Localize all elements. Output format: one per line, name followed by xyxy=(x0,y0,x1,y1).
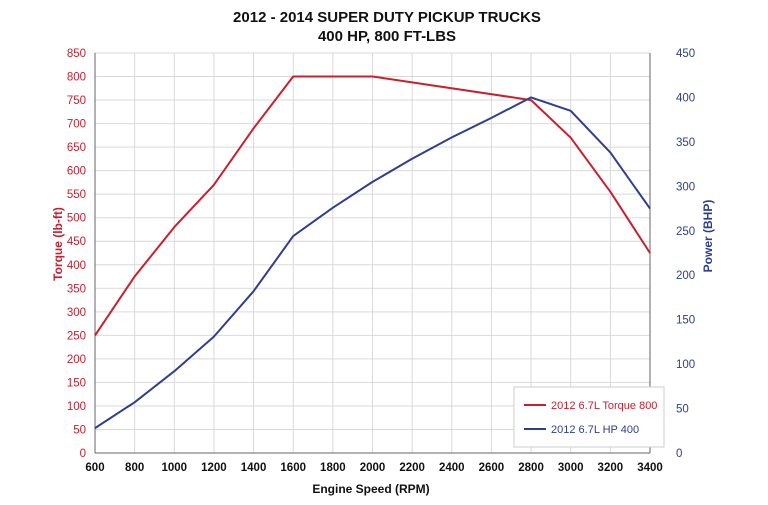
chart-title: 2012 - 2014 SUPER DUTY PICKUP TRUCKS xyxy=(233,9,541,26)
legend-label-hp: 2012 6.7L HP 400 xyxy=(551,424,639,436)
y-right-tick-label: 250 xyxy=(676,226,695,238)
y-right-axis-label: Power (BHP) xyxy=(701,200,715,273)
x-tick-label: 600 xyxy=(85,462,104,474)
y-right-tick-label: 100 xyxy=(676,359,695,371)
x-tick-label: 2800 xyxy=(518,462,544,474)
y-left-tick-label: 500 xyxy=(67,213,86,225)
x-ticks: 600 800 1000 1200 1400 1600 1800 2000 2200 2400 26… xyxy=(85,462,662,474)
x-axis-label: Engine Speed (RPM) xyxy=(312,482,429,496)
y-left-ticks: 0 50 100 150 200 250 300 350 400 450 500 550 600 650 7… xyxy=(67,48,86,460)
y-left-tick-label: 400 xyxy=(67,260,86,272)
x-tick-label: 1600 xyxy=(280,462,306,474)
y-right-tick-label: 300 xyxy=(676,181,695,193)
y-left-tick-label: 50 xyxy=(73,424,86,436)
x-tick-label: 2600 xyxy=(479,462,505,474)
y-right-tick-label: 200 xyxy=(676,270,695,282)
legend-label-torque: 2012 6.7L Torque 800 xyxy=(551,400,657,412)
y-left-tick-label: 800 xyxy=(67,72,86,84)
y-right-tick-label: 450 xyxy=(676,48,695,60)
y-left-tick-label: 850 xyxy=(67,48,86,60)
y-left-tick-label: 550 xyxy=(67,189,86,201)
x-tick-label: 2200 xyxy=(399,462,425,474)
y-left-axis-label: Torque (lb-ft) xyxy=(51,207,65,281)
y-left-tick-label: 750 xyxy=(67,95,86,107)
y-left-tick-label: 600 xyxy=(67,166,86,178)
y-left-tick-label: 300 xyxy=(67,307,86,319)
series-line-torque xyxy=(94,75,651,336)
y-right-tick-label: 0 xyxy=(676,448,682,460)
x-tick-label: 3000 xyxy=(558,462,584,474)
x-tick-label: 2400 xyxy=(439,462,465,474)
x-tick-label: 1200 xyxy=(201,462,227,474)
y-left-tick-label: 200 xyxy=(67,354,86,366)
legend: 2012 6.7L Torque 800 2012 6.7L HP 400 xyxy=(513,386,665,448)
y-right-ticks: 0 50 100 150 200 250 300 350 400 450 xyxy=(676,48,695,460)
x-tick-label: 3400 xyxy=(637,462,663,474)
y-left-tick-label: 700 xyxy=(67,119,86,131)
y-right-tick-label: 400 xyxy=(676,92,695,104)
grid xyxy=(94,52,651,454)
series-line-hp xyxy=(94,96,651,429)
y-left-tick-label: 450 xyxy=(67,236,86,248)
x-tick-label: 1000 xyxy=(161,462,187,474)
chart-subtitle: 400 HP, 800 FT-LBS xyxy=(318,28,456,45)
y-left-tick-label: 250 xyxy=(67,330,86,342)
y-left-tick-label: 0 xyxy=(80,448,86,460)
y-left-tick-label: 350 xyxy=(67,283,86,295)
x-tick-label: 2000 xyxy=(360,462,386,474)
legend-box xyxy=(513,386,665,448)
y-left-tick-label: 150 xyxy=(67,377,86,389)
y-right-tick-label: 150 xyxy=(676,315,695,327)
y-left-tick-label: 100 xyxy=(67,401,86,413)
y-right-tick-label: 50 xyxy=(676,404,689,416)
series-group xyxy=(94,75,651,429)
y-left-tick-label: 650 xyxy=(67,142,86,154)
x-tick-label: 1400 xyxy=(241,462,267,474)
x-tick-label: 1800 xyxy=(320,462,346,474)
x-tick-label: 800 xyxy=(125,462,144,474)
y-right-tick-label: 350 xyxy=(676,137,695,149)
x-tick-label: 3200 xyxy=(598,462,624,474)
